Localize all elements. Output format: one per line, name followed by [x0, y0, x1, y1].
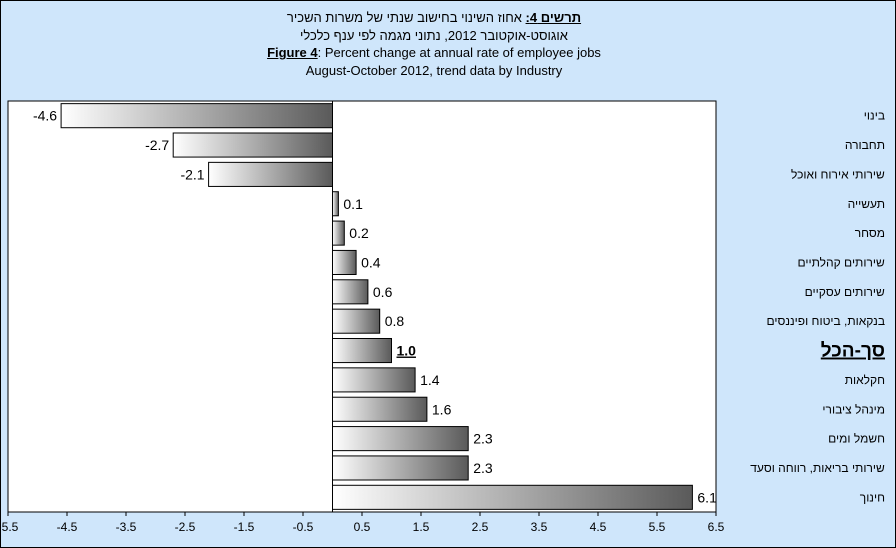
bar-value-label: 1.4: [420, 372, 440, 388]
category-label: שירותים קהלתיים: [797, 255, 885, 269]
bar: [332, 308, 381, 334]
category-label: תעשייה: [848, 197, 885, 211]
title-hebrew-line-2: אוגוסט-אוקטובר 2012, נתוני מגמה לפי ענף …: [300, 27, 568, 43]
category-label: בנקאות, ביטוח ופיננסים: [766, 314, 885, 328]
bar: [332, 337, 392, 364]
category-label: שירותי בריאות, רווחה וסעד: [750, 461, 885, 475]
x-tick-label: -2.5: [175, 520, 196, 534]
x-tick-label: -1.5: [234, 520, 255, 534]
category-label: שירותי אירוח ואוכל: [791, 167, 885, 181]
bar: [332, 367, 416, 393]
chart-title: תרשים 4: אחוז השינוי בחישוב שנתי של משרו…: [151, 9, 717, 79]
title-hebrew-line-1: תרשים 4: אחוז השינוי בחישוב שנתי של משרו…: [151, 9, 717, 27]
x-tick-label: 1.5: [413, 520, 430, 534]
x-tick-label: 4.5: [590, 520, 607, 534]
bar: [332, 191, 339, 217]
x-tick-label: -3.5: [116, 520, 137, 534]
bar: [208, 161, 334, 187]
title-english-prefix: Figure 4: [267, 45, 318, 60]
category-label: מסחר: [855, 226, 885, 240]
category-label: בינוי: [864, 109, 885, 123]
bar-value-label: -4.6: [33, 108, 57, 124]
title-english-text: : Percent change at annual rate of emplo…: [317, 45, 601, 60]
x-tick-label: 2.5: [472, 520, 489, 534]
bar-value-label: -2.7: [145, 137, 169, 153]
bar-value-label: 2.3: [473, 431, 493, 447]
bar-value-label: 6.1: [697, 489, 717, 505]
x-tick-label: 3.5: [531, 520, 548, 534]
bar: [332, 484, 693, 510]
bar-value-label: 2.3: [473, 460, 493, 476]
bar-value-label: 1.0: [397, 343, 417, 359]
title-hebrew-prefix: תרשים 4:: [525, 10, 582, 25]
category-label-total: סך-הכל: [821, 341, 885, 362]
category-label: שירותים עסקיים: [805, 285, 885, 299]
bar-value-label: 0.2: [349, 225, 369, 241]
bar-value-label: 0.6: [373, 284, 393, 300]
title-english-line-2: August-October 2012, trend data by Indus…: [305, 62, 563, 78]
bar: [332, 220, 345, 246]
bar: [332, 455, 469, 481]
bar-value-label: 0.4: [361, 254, 381, 270]
category-label: תחבורה: [845, 138, 885, 152]
bar: [332, 426, 469, 452]
x-tick-label: 5.5: [649, 520, 666, 534]
bar-value-label: 0.1: [343, 196, 363, 212]
bar: [332, 249, 357, 276]
title-hebrew-text: אחוז השינוי בחישוב שנתי של משרות השכיר: [286, 10, 522, 25]
category-label: מינהל ציבורי: [822, 402, 885, 416]
bar: [332, 279, 369, 305]
category-label: חקלאות: [845, 373, 885, 387]
bar: [332, 396, 428, 422]
title-english-line-1: Figure 4: Percent change at annual rate …: [151, 44, 717, 62]
category-label: חשמל ומים: [828, 432, 885, 446]
bar-value-label: 1.6: [432, 401, 452, 417]
bar-value-label: 0.8: [385, 313, 405, 329]
bar: [60, 103, 333, 129]
x-tick-label: 0.5: [354, 520, 371, 534]
x-tick-label: 6.5: [708, 520, 725, 534]
bar: [172, 132, 333, 158]
x-tick-label: -5.5: [0, 520, 19, 534]
bar-value-label: -2.1: [180, 166, 204, 182]
category-label: חינוך: [860, 490, 885, 504]
x-tick-label: -4.5: [57, 520, 78, 534]
x-tick-label: -0.5: [293, 520, 314, 534]
